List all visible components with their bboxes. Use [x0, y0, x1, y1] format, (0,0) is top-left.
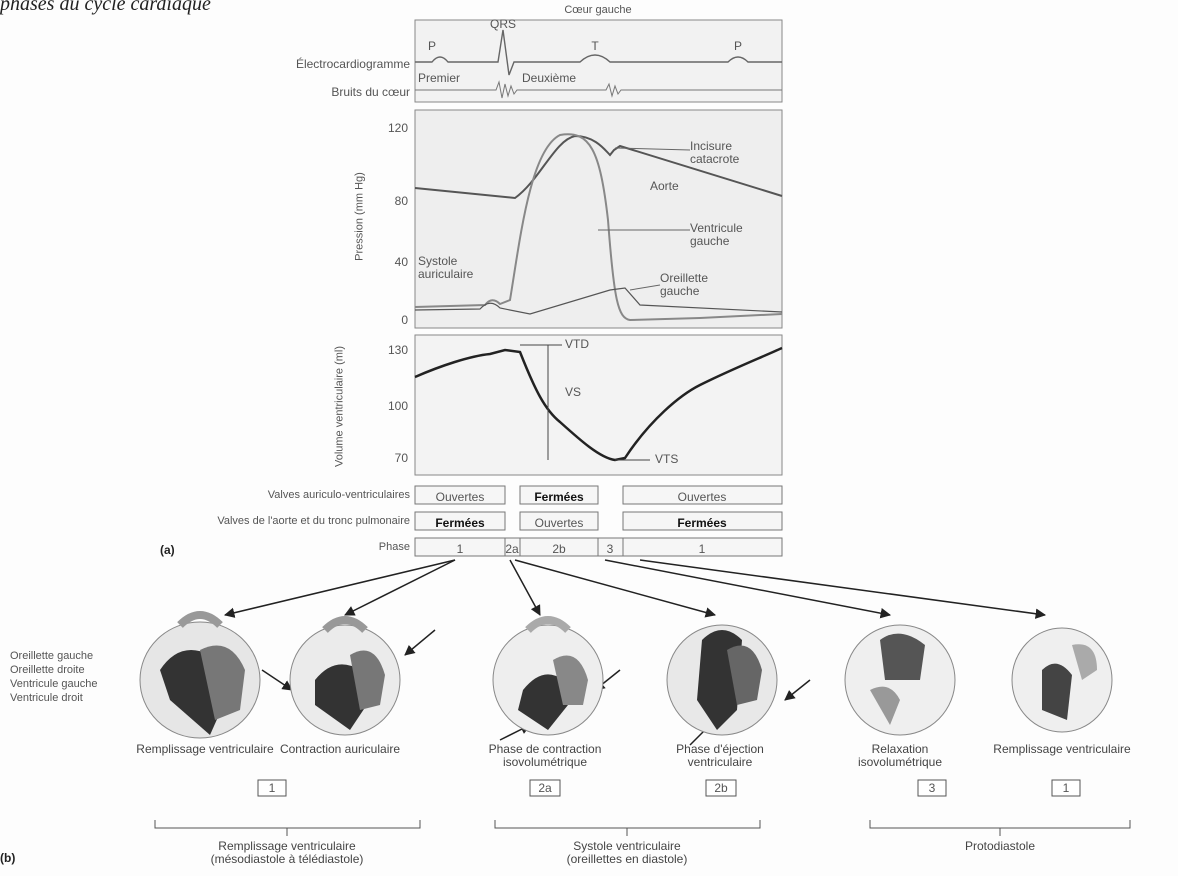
cell-text: 1 [415, 543, 505, 556]
cell-text: Fermées [415, 517, 505, 530]
cell-text: Ouvertes [415, 491, 505, 504]
side-label: Cœur gauche [523, 4, 673, 17]
row-label: Électrocardiogramme [210, 58, 410, 71]
row-label: Valves de l'aorte et du tronc pulmonaire [90, 515, 410, 528]
caption: Relaxation isovolumétrique [830, 743, 970, 769]
phase-number: 1 [1051, 782, 1081, 795]
row-label: Valves auriculo-ventriculaires [90, 489, 410, 502]
curve-label: Incisure catacrote [690, 140, 780, 166]
cell-text: Fermées [520, 491, 598, 504]
cell-text: Fermées [623, 517, 782, 530]
hearts [140, 615, 1112, 738]
curve-label: Systole auriculaire [418, 255, 498, 281]
structure-label: Oreillette droite [10, 664, 160, 677]
cell-text: Ouvertes [623, 491, 782, 504]
cell-text: 2b [520, 543, 598, 556]
tick-label: 40 [368, 256, 408, 269]
row-label: Bruits du cœur [210, 86, 410, 99]
phase-boxes [258, 780, 1080, 796]
figure: phases du cycle cardiaque Cœur gauche Élec… [0, 0, 1178, 876]
curve-label: Aorte [650, 180, 710, 193]
phase-number: 1 [257, 782, 287, 795]
caption: Remplissage ventriculaire [135, 743, 275, 756]
phase-number: 2b [706, 782, 736, 795]
ecg-wave: T [575, 40, 615, 53]
cell-text: 1 [623, 543, 782, 556]
caption: Remplissage ventriculaire [992, 743, 1132, 756]
ecg-wave: QRS [483, 18, 523, 31]
sound-label: Premier [418, 72, 478, 85]
group-title: Protodiastole [880, 840, 1120, 853]
sound-label: Deuxième [522, 72, 602, 85]
curve-label: Ventricule gauche [690, 222, 780, 248]
caption: Phase de contraction isovolumétrique [475, 743, 615, 769]
row-label: Phase [90, 541, 410, 554]
tick-label: 80 [368, 195, 408, 208]
tick-label: 120 [368, 122, 408, 135]
tick-label: 100 [368, 400, 408, 413]
structure-label: Oreillette gauche [10, 650, 160, 663]
tick-label: 70 [368, 452, 408, 465]
curve-label: Oreillette gauche [660, 272, 750, 298]
structure-label: Ventricule gauche [10, 678, 160, 691]
cell-text: 3 [598, 543, 623, 556]
phase-number: 3 [917, 782, 947, 795]
cell-text: 2a [505, 543, 520, 556]
tick-label: 130 [368, 344, 408, 357]
group-note: (mésodiastole à télédiastole) [167, 853, 407, 866]
structure-label: Ventricule droit [10, 692, 160, 705]
caption: Phase d'éjection ventriculaire [650, 743, 790, 769]
axis-label: Pression (mm Hg) [354, 157, 367, 277]
curve-label: VS [565, 386, 605, 399]
cell-text: Ouvertes [520, 517, 598, 530]
axis-label: Volume ventriculaire (ml) [334, 342, 347, 472]
phase-number: 2a [530, 782, 560, 795]
group-note: (oreillettes en diastole) [507, 853, 747, 866]
curve-label: VTD [565, 338, 605, 351]
panel-label: (b) [0, 852, 30, 865]
ecg-wave: P [718, 40, 758, 53]
ecg-wave: P [412, 40, 452, 53]
caption: Contraction auriculaire [270, 743, 410, 756]
page-title: phases du cycle cardiaque [0, 0, 300, 14]
group-brackets [155, 820, 1130, 836]
curve-label: VTS [655, 453, 695, 466]
tick-label: 0 [368, 314, 408, 327]
